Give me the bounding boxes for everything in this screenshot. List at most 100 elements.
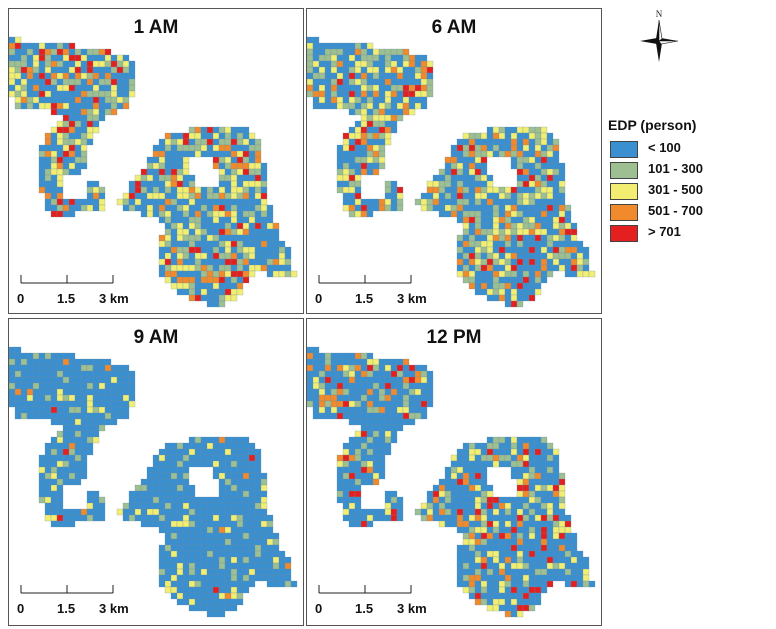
parcel (80, 394, 88, 402)
parcel (462, 502, 470, 510)
parcel (312, 96, 320, 104)
parcel (86, 72, 94, 80)
parcel (324, 406, 332, 414)
parcel (98, 54, 106, 62)
parcel (242, 132, 250, 140)
parcel (98, 90, 106, 98)
parcel (254, 246, 262, 254)
parcel (254, 156, 262, 164)
parcel (170, 270, 178, 278)
parcel (564, 234, 572, 242)
parcel (254, 138, 262, 146)
parcel (122, 66, 130, 74)
parcel (504, 216, 512, 224)
parcel (86, 60, 94, 68)
parcel (462, 538, 470, 546)
parcel (390, 96, 398, 104)
parcel (528, 520, 536, 528)
parcel (390, 406, 398, 414)
parcel (372, 418, 380, 426)
parcel (38, 484, 46, 492)
parcel (426, 84, 434, 92)
parcel (38, 352, 46, 360)
parcel (116, 96, 124, 104)
parcel (450, 454, 458, 462)
parcel (92, 436, 100, 444)
parcel (236, 496, 244, 504)
parcel (188, 574, 196, 582)
parcel (384, 138, 392, 146)
parcel (80, 120, 88, 128)
parcel (528, 216, 536, 224)
parcel (558, 174, 566, 182)
parcel (14, 90, 22, 98)
parcel (480, 270, 488, 278)
parcel (116, 72, 124, 80)
parcel (182, 240, 190, 248)
parcel (546, 174, 554, 182)
parcel (408, 90, 416, 98)
parcel (254, 264, 262, 272)
parcel (378, 126, 386, 134)
parcel (540, 568, 548, 576)
parcel (366, 400, 374, 408)
parcel (44, 84, 52, 92)
parcel (68, 162, 76, 170)
parcel (206, 234, 214, 242)
parcel (366, 156, 374, 164)
parcel (492, 228, 500, 236)
parcel (546, 156, 554, 164)
parcel (230, 156, 238, 164)
parcel (182, 592, 190, 600)
parcel (224, 586, 232, 594)
parcel (522, 288, 530, 296)
parcel (390, 382, 398, 390)
parcel (378, 90, 386, 98)
parcel (462, 144, 470, 152)
parcel (164, 162, 172, 170)
parcel (348, 442, 356, 450)
parcel (62, 520, 70, 528)
parcel (74, 376, 82, 384)
parcel (224, 240, 232, 248)
parcel (236, 210, 244, 218)
parcel (540, 460, 548, 468)
parcel (438, 502, 446, 510)
parcel (354, 400, 362, 408)
parcel (164, 270, 172, 278)
parcel (534, 496, 542, 504)
parcel (414, 370, 422, 378)
parcel (456, 204, 464, 212)
parcel (206, 526, 214, 534)
parcel (206, 186, 214, 194)
parcel (528, 586, 536, 594)
parcel (498, 598, 506, 606)
parcel (230, 162, 238, 170)
edp-map (9, 36, 298, 308)
parcel (564, 228, 572, 236)
parcel (164, 228, 172, 236)
parcel (360, 72, 368, 80)
parcel (56, 448, 64, 456)
parcel (516, 180, 524, 188)
parcel (68, 120, 76, 128)
parcel (98, 514, 106, 522)
parcel (456, 180, 464, 188)
parcel (98, 406, 106, 414)
parcel (50, 442, 58, 450)
parcel (534, 252, 542, 260)
parcel (44, 168, 52, 176)
parcel (248, 270, 256, 278)
parcel (20, 48, 28, 56)
parcel (360, 102, 368, 110)
parcel (206, 270, 214, 278)
parcel (92, 490, 100, 498)
parcel (378, 382, 386, 390)
parcel (522, 282, 530, 290)
parcel (366, 514, 374, 522)
parcel (254, 198, 262, 206)
parcel (56, 156, 64, 164)
parcel (378, 150, 386, 158)
parcel (420, 90, 428, 98)
parcel (182, 258, 190, 266)
